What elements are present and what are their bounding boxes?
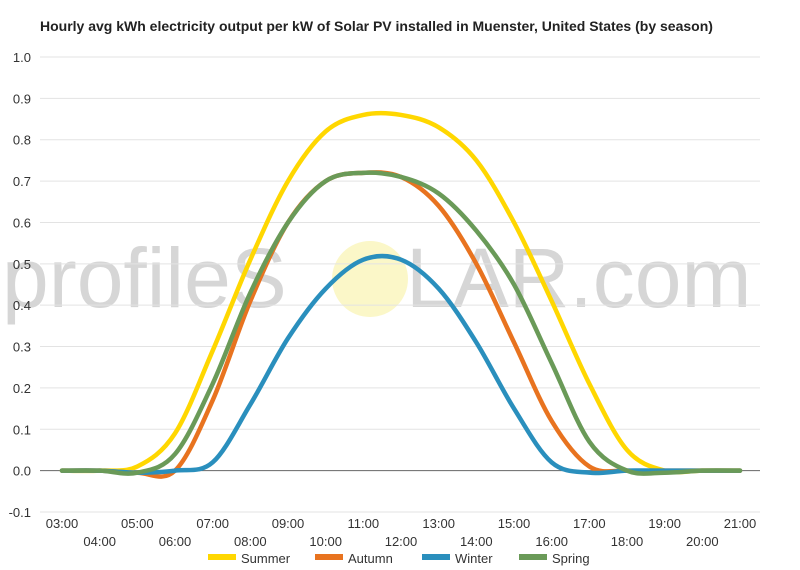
watermark-sun-icon <box>332 241 408 317</box>
y-tick-label: -0.1 <box>9 505 31 520</box>
x-tick-label: 17:00 <box>573 516 606 531</box>
y-tick-label: 0.9 <box>13 91 31 106</box>
x-tick-label: 20:00 <box>686 534 719 549</box>
y-tick-label: 0.7 <box>13 174 31 189</box>
y-tick-label: 0.8 <box>13 133 31 148</box>
x-tick-label: 21:00 <box>724 516 757 531</box>
x-tick-label: 15:00 <box>498 516 531 531</box>
x-tick-label: 18:00 <box>611 534 644 549</box>
y-tick-label: 0.5 <box>13 257 31 272</box>
watermark-text-right: LAR.com <box>406 231 751 325</box>
series-line-summer <box>59 110 743 475</box>
y-tick-label: 0.3 <box>13 340 31 355</box>
y-tick-label: 0.1 <box>13 422 31 437</box>
x-tick-label: 16:00 <box>535 534 568 549</box>
series-lines <box>59 110 743 479</box>
x-tick-label: 09:00 <box>272 516 305 531</box>
legend-label-autumn: Autumn <box>348 551 393 566</box>
y-tick-label: 1.0 <box>13 50 31 65</box>
x-tick-label: 11:00 <box>348 516 380 531</box>
x-tick-label: 19:00 <box>648 516 681 531</box>
y-tick-label: 0.6 <box>13 215 31 230</box>
x-tick-label: 14:00 <box>460 534 493 549</box>
legend-swatch-autumn <box>315 554 343 560</box>
x-tick-label: 07:00 <box>196 516 229 531</box>
y-axis-ticks: -0.1 0.0 0.1 0.2 0.3 0.4 0.5 0.6 0.7 0.8 0.9 1.0 <box>9 50 31 520</box>
watermark: profileS LAR.com <box>2 231 751 325</box>
x-tick-label: 12:00 <box>385 534 418 549</box>
y-tick-label: 0.2 <box>13 381 31 396</box>
series-line-spring <box>59 170 743 476</box>
x-tick-label: 03:00 <box>46 516 79 531</box>
x-tick-label: 05:00 <box>121 516 154 531</box>
legend-swatch-summer <box>208 554 236 560</box>
x-tick-label: 10:00 <box>309 534 342 549</box>
x-tick-label: 13:00 <box>422 516 455 531</box>
y-tick-label: 0.4 <box>13 298 31 313</box>
x-tick-label: 04:00 <box>83 534 116 549</box>
legend-label-winter: Winter <box>455 551 493 566</box>
legend-swatch-spring <box>519 554 547 560</box>
x-tick-label: 06:00 <box>159 534 192 549</box>
x-axis-ticks: 03:00 04:00 05:00 06:00 07:00 08:00 09:00 10:00… <box>46 516 757 549</box>
x-tick-label: 08:00 <box>234 534 267 549</box>
y-tick-label: 0.0 <box>13 464 31 479</box>
chart-title: Hourly avg kWh electricity output per kW… <box>40 18 713 34</box>
legend-label-summer: Summer <box>241 551 291 566</box>
legend-swatch-winter <box>422 554 450 560</box>
legend-label-spring: Spring <box>552 551 590 566</box>
legend: Summer Autumn Winter Spring <box>208 551 590 566</box>
watermark-text-left: profileS <box>2 231 287 325</box>
